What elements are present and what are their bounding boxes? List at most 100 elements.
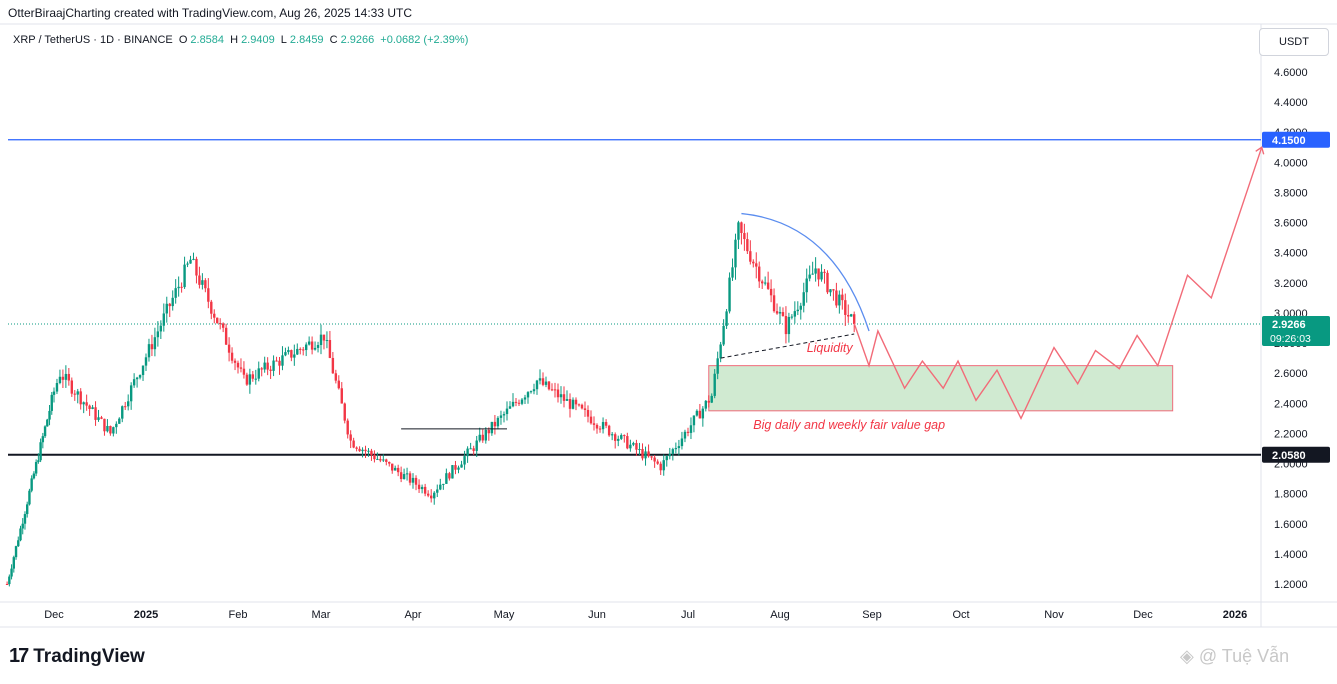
candle-body bbox=[586, 409, 590, 417]
candle-body bbox=[325, 340, 329, 342]
candle-body bbox=[159, 325, 163, 332]
candle-body bbox=[847, 314, 850, 317]
candle-body bbox=[233, 360, 237, 363]
candle-body bbox=[656, 461, 659, 464]
y-tick-label: 2.2000 bbox=[1274, 428, 1308, 440]
y-tick-label: 4.0000 bbox=[1274, 157, 1308, 169]
candle-body bbox=[556, 389, 560, 398]
candle-body bbox=[41, 436, 45, 443]
candle-body bbox=[659, 463, 662, 471]
candle-body bbox=[677, 446, 681, 449]
candle-body bbox=[734, 239, 737, 268]
candle-body bbox=[704, 400, 708, 409]
candle-body bbox=[577, 404, 581, 406]
candle-body bbox=[644, 451, 647, 459]
candle-body bbox=[532, 389, 536, 392]
candle-body bbox=[436, 489, 439, 493]
candle-body bbox=[19, 528, 22, 541]
candle-body bbox=[463, 456, 466, 465]
candle-body bbox=[331, 357, 335, 374]
candle-body bbox=[826, 272, 829, 293]
candle-body bbox=[493, 421, 497, 427]
candle-body bbox=[373, 454, 376, 460]
candle-body bbox=[680, 438, 684, 447]
candle-body bbox=[529, 391, 533, 393]
candle-body bbox=[802, 292, 805, 306]
tradingview-logo[interactable]: 17 TradingView bbox=[9, 645, 145, 668]
y-tick-label: 2.6000 bbox=[1274, 368, 1308, 380]
candle-body bbox=[91, 407, 94, 409]
candle-body bbox=[499, 415, 503, 418]
candle-body bbox=[100, 417, 103, 419]
candle-body bbox=[668, 453, 671, 457]
candle-body bbox=[112, 427, 115, 434]
candle-body bbox=[772, 295, 776, 312]
candle-body bbox=[171, 297, 174, 307]
candle-body bbox=[257, 368, 260, 379]
candle-body bbox=[820, 271, 823, 280]
candle-body bbox=[408, 473, 412, 483]
candle-body bbox=[695, 410, 699, 416]
candle-body bbox=[61, 376, 65, 380]
symbol-name[interactable]: XRP / TetherUS · 1D · BINANCE bbox=[13, 34, 173, 46]
candle-body bbox=[538, 378, 542, 381]
candle-body bbox=[805, 278, 808, 293]
candle-body bbox=[358, 448, 361, 452]
candle-body bbox=[39, 442, 42, 461]
high-value: 2.9409 bbox=[241, 34, 275, 46]
y-tick-label: 3.8000 bbox=[1274, 187, 1308, 199]
candle-body bbox=[763, 282, 767, 284]
x-tick-label: 2025 bbox=[134, 609, 158, 621]
candle-body bbox=[5, 584, 9, 585]
candle-body bbox=[367, 450, 370, 452]
candle-body bbox=[601, 422, 605, 430]
candle-body bbox=[620, 435, 623, 439]
candle-body bbox=[571, 399, 575, 409]
candle-body bbox=[121, 406, 124, 419]
candle-body bbox=[626, 436, 629, 449]
candle-body bbox=[749, 251, 752, 262]
candle-body bbox=[487, 429, 491, 434]
candle-body bbox=[260, 368, 263, 370]
candle-body bbox=[251, 374, 255, 379]
candle-body bbox=[562, 394, 566, 401]
candle-body bbox=[10, 568, 13, 577]
currency-button[interactable]: USDT bbox=[1259, 28, 1329, 56]
candle-body bbox=[841, 294, 844, 301]
candle-body bbox=[37, 460, 40, 462]
candle-body bbox=[511, 401, 515, 407]
candle-body bbox=[129, 385, 133, 402]
candle-body bbox=[701, 408, 705, 419]
candle-body bbox=[778, 312, 782, 314]
candle-body bbox=[17, 540, 20, 547]
candle-body bbox=[201, 280, 204, 285]
candle-body bbox=[186, 263, 189, 265]
candle-body bbox=[547, 381, 551, 390]
candle-body bbox=[174, 288, 177, 298]
candle-body bbox=[454, 465, 457, 470]
candle-body bbox=[266, 362, 269, 370]
candle-body bbox=[793, 311, 797, 317]
candle-body bbox=[147, 344, 151, 358]
candle-body bbox=[8, 576, 11, 585]
candle-body bbox=[124, 406, 127, 408]
candle-body bbox=[144, 357, 148, 366]
candle-body bbox=[442, 483, 445, 485]
candle-body bbox=[502, 414, 506, 416]
candle-body bbox=[32, 473, 36, 479]
x-tick-label: Jul bbox=[681, 609, 695, 621]
candle-body bbox=[689, 425, 693, 433]
candle-body bbox=[592, 423, 596, 425]
candle-body bbox=[632, 443, 635, 445]
candle-body bbox=[769, 288, 773, 296]
candle-body bbox=[832, 289, 835, 291]
candle-body bbox=[731, 267, 734, 278]
candle-body bbox=[376, 458, 379, 460]
candle-body bbox=[610, 434, 614, 436]
candle-body bbox=[647, 451, 650, 457]
candlestick-series bbox=[5, 220, 856, 587]
candle-body bbox=[484, 429, 487, 441]
candle-body bbox=[737, 222, 740, 240]
